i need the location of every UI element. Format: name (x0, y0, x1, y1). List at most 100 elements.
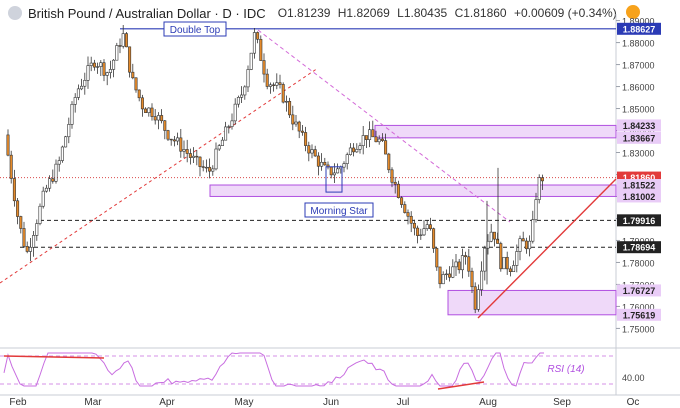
candle-body (332, 172, 336, 176)
x-tick-label: Mar (84, 397, 102, 408)
x-tick-label: Jul (397, 397, 410, 408)
candle-body (432, 228, 436, 249)
candle-body (147, 107, 151, 113)
candle-body (48, 178, 52, 189)
morning-star-label-box (304, 202, 374, 218)
symbol-title[interactable]: British Pound / Australian Dollar · D · … (28, 5, 266, 21)
y-tick-label: 1.76000 (622, 302, 655, 312)
candle-body (476, 289, 480, 310)
candle-body (102, 62, 106, 76)
candle-body (524, 240, 528, 250)
candle-body (528, 240, 532, 250)
support-resistance-zone (374, 124, 617, 139)
alert-icon[interactable] (626, 5, 640, 19)
candle-body (86, 65, 90, 81)
price-level-tag (617, 241, 661, 254)
y-tick-label: 1.87000 (622, 61, 655, 71)
price-level-label: 1.84233 (623, 121, 656, 131)
candle-body (288, 101, 292, 116)
candle-body (259, 38, 263, 61)
candle-body (99, 62, 103, 67)
price-level-label: 1.75619 (623, 310, 656, 320)
candle-body (70, 103, 74, 125)
candle-body (32, 235, 36, 248)
candle-body (387, 153, 391, 171)
symbol-flag-icon (8, 6, 22, 20)
y-tick-label: 1.78000 (622, 258, 655, 268)
candle-body (35, 223, 39, 236)
x-tick-label: Jun (323, 397, 339, 408)
candle-body (272, 84, 276, 86)
candle-body (28, 246, 32, 252)
rsi-axis-label: 40.00 (622, 373, 645, 383)
price-level-label: 1.81002 (623, 192, 656, 202)
candle-body (464, 255, 468, 258)
candle-body (438, 266, 442, 285)
open-value: O1.81239 (277, 6, 331, 20)
candle-body (182, 149, 186, 152)
candle-body (294, 121, 298, 125)
candle-body (220, 139, 224, 146)
candle-body (54, 163, 58, 182)
candle-body (281, 84, 285, 103)
candle-body (198, 156, 202, 167)
candle-body (502, 256, 506, 270)
candle-body (128, 46, 132, 73)
y-tick-label: 1.88000 (622, 39, 655, 49)
candle-body (268, 84, 272, 87)
candle-body (435, 248, 439, 268)
candle-body (368, 129, 372, 140)
candle-body (275, 82, 279, 86)
candle-body (428, 224, 432, 229)
candle-body (192, 155, 196, 158)
candle-body (400, 197, 404, 205)
candle-body (358, 145, 362, 150)
price-level-tag (617, 284, 661, 297)
price-level-label: 1.83667 (623, 133, 656, 143)
candle-body (105, 72, 109, 76)
candle-body (185, 149, 189, 154)
y-tick-label: 1.84000 (622, 127, 655, 137)
candle-body (211, 168, 215, 172)
candle-body (172, 139, 176, 142)
y-tick-label: 1.89000 (622, 17, 655, 27)
candle-body (246, 69, 250, 88)
candle-body (531, 219, 535, 242)
candle-body (22, 228, 26, 247)
candle-body (406, 212, 410, 217)
candle-body (16, 200, 20, 217)
candle-body (348, 147, 352, 155)
candle-body (278, 82, 282, 85)
candle-body (470, 270, 474, 288)
candle-body (496, 238, 500, 244)
high-value: H1.82069 (337, 6, 390, 20)
candle-body (416, 227, 420, 236)
low-value: L1.80435 (397, 6, 448, 20)
candle-body (60, 146, 64, 161)
candle-body (329, 166, 333, 176)
candle-body (390, 169, 394, 183)
candle-body (67, 124, 71, 138)
x-tick-label: Aug (479, 397, 497, 408)
candle-body (112, 59, 116, 70)
x-tick-label: Oc (627, 397, 640, 408)
candle-body (217, 145, 221, 150)
y-tick-label: 1.83000 (622, 149, 655, 159)
rising-trendline (477, 178, 617, 319)
candle-body (297, 121, 301, 132)
price-level-tag (617, 179, 661, 192)
candle-body (144, 108, 148, 113)
candle-body (166, 130, 170, 140)
candle-body (380, 138, 384, 141)
support-resistance-zone (209, 184, 617, 197)
candle-body (134, 77, 138, 91)
candle-body (419, 234, 423, 236)
candle-body (188, 153, 192, 158)
candle-body (160, 115, 164, 122)
morning-star-box (325, 166, 343, 193)
candle-body (313, 149, 317, 157)
candle-body (83, 80, 87, 87)
candle-body (108, 69, 112, 73)
candle-body (352, 147, 356, 153)
